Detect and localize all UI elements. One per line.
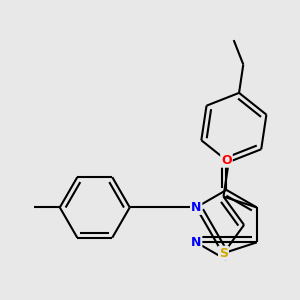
Text: N: N xyxy=(191,201,201,214)
Text: N: N xyxy=(191,236,201,249)
Text: S: S xyxy=(219,247,228,260)
Text: O: O xyxy=(221,154,232,167)
